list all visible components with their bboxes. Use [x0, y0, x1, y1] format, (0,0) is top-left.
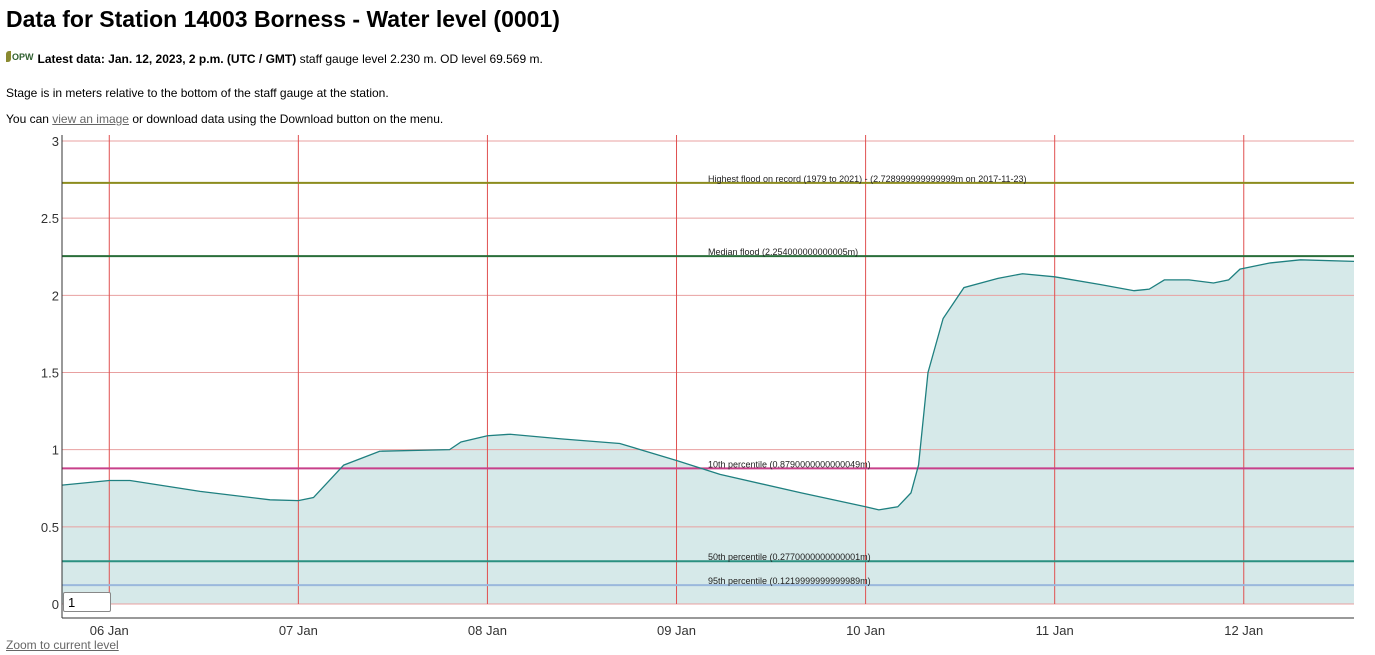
- stage-note: Stage is in meters relative to the botto…: [6, 86, 389, 100]
- x-tick-label: 12 Jan: [1224, 623, 1263, 638]
- x-tick-label: 09 Jan: [657, 623, 696, 638]
- opw-logo: OPW: [6, 51, 34, 62]
- y-tick-label: 1.5: [41, 366, 59, 381]
- reference-line-label: Highest flood on record (1979 to 2021) -…: [708, 174, 1027, 184]
- zoom-to-current-level-link[interactable]: Zoom to current level: [6, 638, 119, 652]
- y-tick-label: 2.5: [41, 211, 59, 226]
- water-level-chart[interactable]: 0 0.5 1 1.5 2 2.5 3 06 Jan 07 Jan 08 Jan 09 Jan 10 …: [0, 130, 1375, 640]
- reference-line-label: 95th percentile (0.1219999999999989m): [708, 576, 871, 586]
- x-tick-label: 06 Jan: [90, 623, 129, 638]
- page-title: Data for Station 14003 Borness - Water l…: [6, 6, 560, 32]
- series-area-fill: [62, 259, 1354, 604]
- y-tick-label: 1: [52, 443, 59, 458]
- view-image-link[interactable]: view an image: [52, 112, 129, 126]
- y-tick-label: 2: [52, 288, 59, 303]
- image-note-prefix: You can: [6, 112, 53, 126]
- image-note: You can view an image or download data u…: [6, 112, 443, 126]
- latest-data-values: staff gauge level 2.230 m. OD level 69.5…: [296, 52, 543, 66]
- y-tick-label: 0: [52, 597, 59, 612]
- zoom-input[interactable]: [63, 592, 111, 612]
- latest-data-line: OPW Latest data: Jan. 12, 2023, 2 p.m. (…: [6, 52, 543, 66]
- x-tick-label: 10 Jan: [846, 623, 885, 638]
- image-note-suffix: or download data using the Download butt…: [128, 112, 444, 126]
- reference-line-label: 50th percentile (0.2770000000000001m): [708, 552, 871, 562]
- reference-line-label: Median flood (2.254000000000005m): [708, 247, 858, 257]
- series-line: [61, 259, 1355, 511]
- x-tick-label: 11 Jan: [1036, 623, 1074, 638]
- y-tick-label: 0.5: [41, 520, 59, 535]
- reference-line-label: 10th percentile (0.8790000000000049m): [708, 459, 871, 469]
- y-tick-label: 3: [52, 134, 59, 149]
- x-tick-label: 08 Jan: [468, 623, 507, 638]
- x-tick-label: 07 Jan: [279, 623, 318, 638]
- latest-data-label: Latest data: Jan. 12, 2023, 2 p.m. (UTC …: [37, 52, 297, 66]
